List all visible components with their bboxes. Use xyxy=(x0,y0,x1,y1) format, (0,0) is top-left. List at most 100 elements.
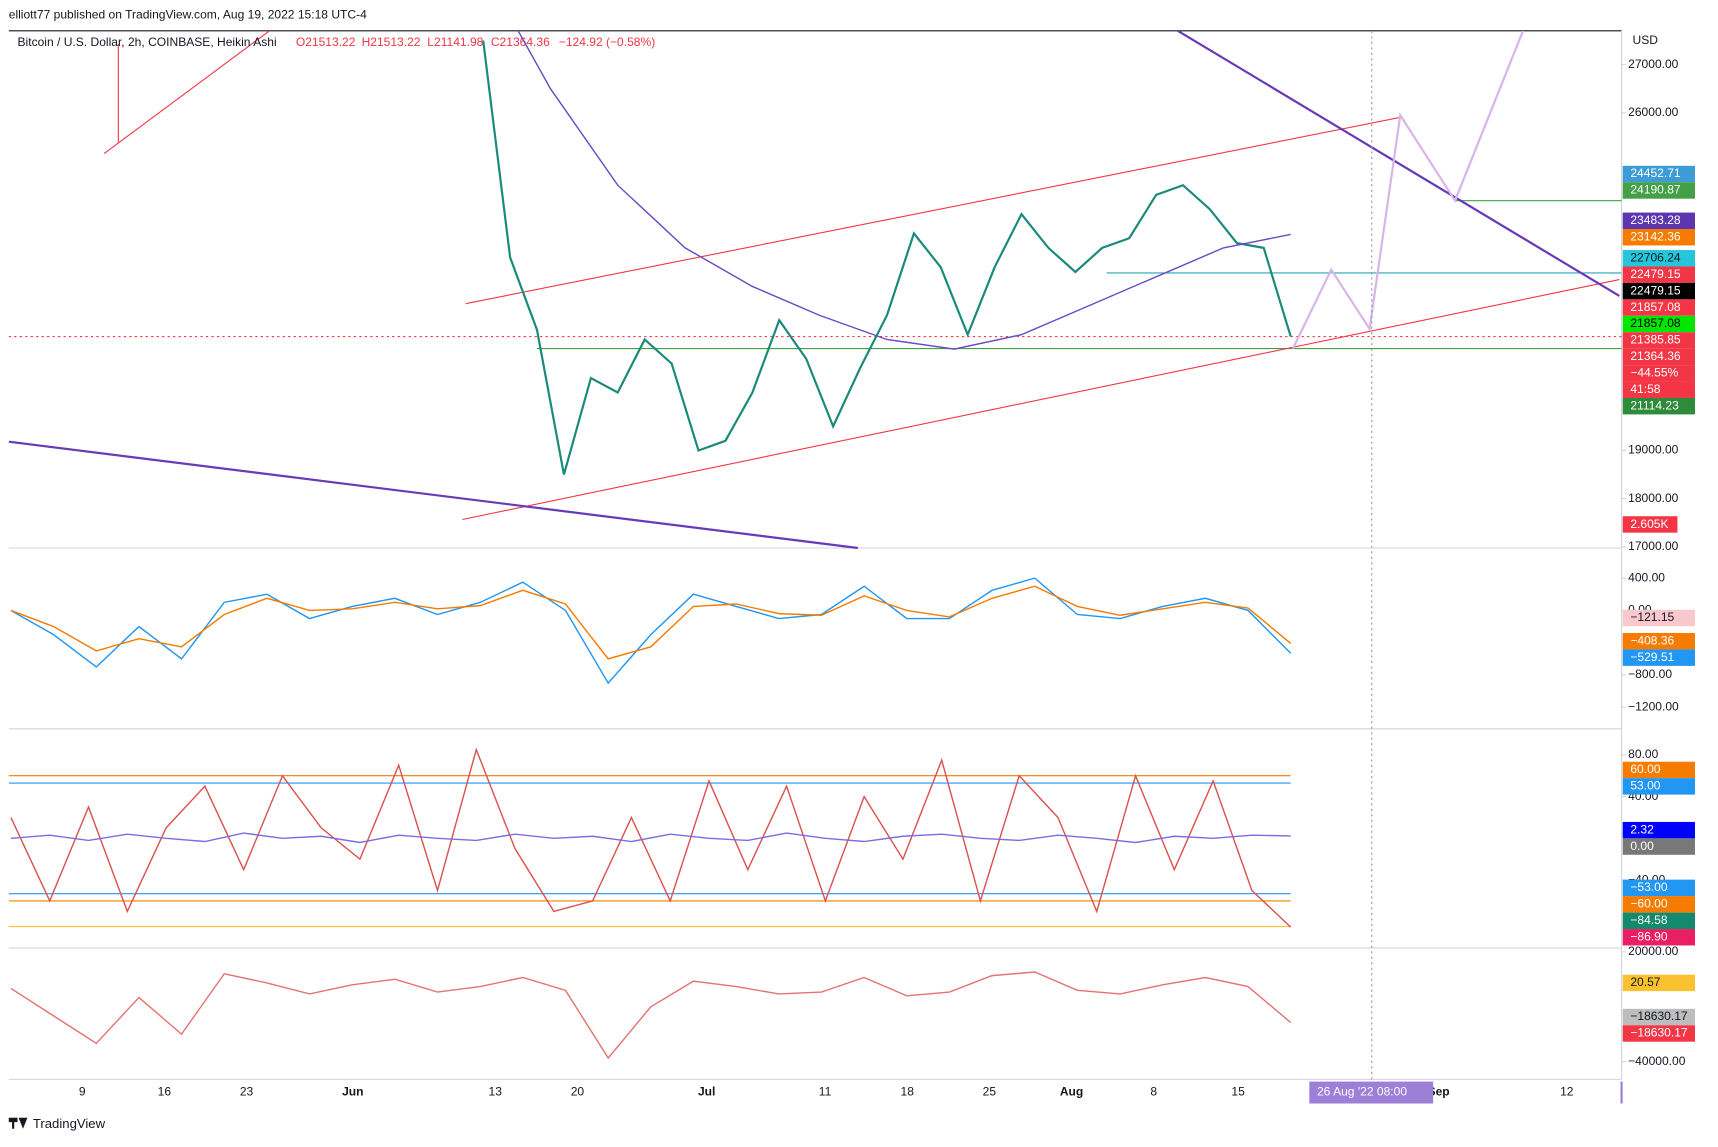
drawings xyxy=(8,30,1622,1080)
series-line xyxy=(482,40,1292,475)
price-tag-label: −408.36 xyxy=(1630,633,1674,647)
publisher: elliott77 published on TradingView.com, … xyxy=(9,8,367,22)
price-tag-label: 22479.15 xyxy=(1630,283,1681,297)
price-tag-label: 60.00 xyxy=(1630,762,1660,776)
ohlc-low: L21141.98 xyxy=(427,35,483,49)
price-tag xyxy=(1622,761,1695,779)
price-tag xyxy=(1622,365,1695,382)
price-tag-label: 21114.23 xyxy=(1630,398,1679,412)
price-tag-label: −18630.17 xyxy=(1630,1009,1688,1023)
trend-line xyxy=(103,30,271,154)
price-tag xyxy=(1622,397,1695,415)
price-tag-label: −86.90 xyxy=(1630,929,1667,943)
price-tag-label: 23483.28 xyxy=(1630,213,1681,227)
x-tick-label: 18 xyxy=(901,1085,915,1099)
y-tick-label: 80.00 xyxy=(1628,747,1658,761)
price-tag-label: −53.00 xyxy=(1630,880,1667,894)
y-tick-label: −1200.00 xyxy=(1628,700,1679,714)
price-tag-label: −121.15 xyxy=(1630,610,1674,624)
price-tag xyxy=(1622,282,1695,300)
price-tag xyxy=(1622,821,1695,839)
price-tag-label: −529.51 xyxy=(1630,650,1674,664)
y-tick-label: 18000.00 xyxy=(1628,491,1679,505)
symbol-title: Bitcoin / U.S. Dollar, 2h, COINBASE, Hei… xyxy=(18,35,277,49)
price-tag-label: 41:58 xyxy=(1630,382,1660,396)
ohlc-close: C21364.36 xyxy=(491,35,550,49)
price-tag xyxy=(1622,182,1695,199)
series-line xyxy=(10,832,1291,844)
price-tag xyxy=(1622,1008,1695,1026)
price-tag-label: 24190.87 xyxy=(1630,183,1681,197)
y-tick-label: 20000.00 xyxy=(1628,944,1679,958)
y-tick-label: 400.00 xyxy=(1628,570,1665,584)
price-tag xyxy=(1622,912,1695,930)
price-tag xyxy=(1622,929,1695,946)
ohlc-change: −124.92 (−0.58%) xyxy=(559,35,655,49)
price-tag xyxy=(1622,778,1695,795)
x-tick-label: 16 xyxy=(158,1085,172,1099)
price-tag-label: 21857.08 xyxy=(1630,316,1681,330)
projection-path xyxy=(1291,30,1524,350)
x-tick-label: 20 xyxy=(571,1085,585,1099)
price-tag-label: −44.55% xyxy=(1630,365,1678,379)
price-tag-label: 21385.85 xyxy=(1630,333,1681,347)
price-tag xyxy=(1622,266,1695,283)
cursor-date-box xyxy=(1309,1081,1434,1104)
price-tag-label: 23142.36 xyxy=(1630,229,1681,243)
x-tick-label: 15 xyxy=(1231,1085,1245,1099)
price-tag-label: 22479.15 xyxy=(1630,267,1681,281)
x-tick-label: 8 xyxy=(1150,1085,1157,1099)
price-tag-label: −84.58 xyxy=(1630,913,1667,927)
price-tag xyxy=(1622,348,1695,366)
purple-trend xyxy=(1175,30,1620,297)
ohlc-open: O21513.22 xyxy=(296,35,356,49)
price-tag xyxy=(1622,649,1695,666)
price-tag xyxy=(1622,315,1695,333)
price-tag xyxy=(1622,838,1695,855)
price-tag xyxy=(1622,332,1695,349)
cursor-date: 26 Aug '22 08:00 xyxy=(1317,1085,1407,1099)
x-tick-label: Aug xyxy=(1060,1085,1083,1099)
price-tag-label: 2.32 xyxy=(1630,822,1654,836)
channel-top xyxy=(465,116,1401,305)
price-tag-label: 0.00 xyxy=(1630,839,1654,853)
x-tick-label: Jun xyxy=(342,1085,363,1099)
channel-bottom xyxy=(462,279,1620,521)
brand: TradingView xyxy=(33,1116,106,1131)
price-tag xyxy=(1622,974,1695,992)
currency: USD xyxy=(1633,33,1659,47)
price-tag xyxy=(1622,229,1695,246)
price-tag xyxy=(1622,896,1695,913)
price-tag-label: 53.00 xyxy=(1630,779,1660,793)
volume-tag xyxy=(1622,516,1678,533)
price-tag xyxy=(1622,212,1695,230)
x-tick-label: 23 xyxy=(240,1085,254,1099)
y-tick-label: 27000.00 xyxy=(1628,57,1679,71)
price-tag-label: −18630.17 xyxy=(1630,1026,1688,1040)
y-tick-label: −800.00 xyxy=(1628,667,1672,681)
x-tick-label: 12 xyxy=(1560,1085,1574,1099)
x-tick-label: 25 xyxy=(983,1085,997,1099)
price-tag xyxy=(1622,879,1695,897)
volume-tag-label: 2.605K xyxy=(1630,517,1668,531)
price-tag xyxy=(1622,381,1695,398)
plot-area xyxy=(8,30,1292,1060)
price-tag xyxy=(1622,1025,1695,1042)
y-tick-label: 17000.00 xyxy=(1628,539,1679,553)
x-tick-label: Jul xyxy=(698,1085,715,1099)
price-tag-label: 24452.71 xyxy=(1630,166,1681,180)
price-tag-label: −60.00 xyxy=(1630,896,1667,910)
y-tick-label: −40000.00 xyxy=(1628,1054,1686,1068)
series-line xyxy=(10,577,1292,685)
y-tick-label: 19000.00 xyxy=(1628,443,1679,457)
x-tick-label: 9 xyxy=(79,1085,86,1099)
y-tick-label: 26000.00 xyxy=(1628,105,1679,119)
price-tag-label: 21857.08 xyxy=(1630,300,1681,314)
price-tag-label: 21364.36 xyxy=(1630,349,1681,363)
price-tag-label: 22706.24 xyxy=(1630,250,1681,264)
price-tag xyxy=(1622,250,1695,267)
series-line xyxy=(10,971,1292,1060)
price-tag xyxy=(1622,609,1695,627)
price-tag xyxy=(1622,299,1695,316)
ohlc-high: H21513.22 xyxy=(362,35,421,49)
